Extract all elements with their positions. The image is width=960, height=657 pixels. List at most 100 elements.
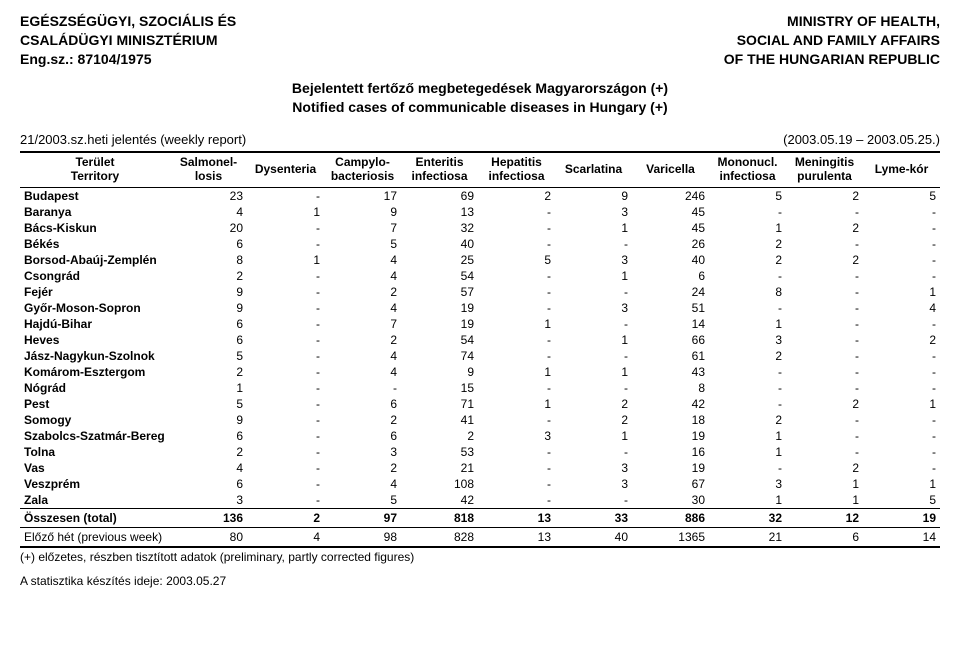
value-cell: 2: [863, 332, 940, 348]
value-cell: -: [555, 316, 632, 332]
value-cell: -: [863, 348, 940, 364]
value-cell: -: [247, 236, 324, 252]
value-cell: -: [863, 412, 940, 428]
value-cell: -: [786, 300, 863, 316]
value-cell: 71: [401, 396, 478, 412]
col-territory: TerületTerritory: [20, 152, 170, 188]
value-cell: -: [247, 364, 324, 380]
table-row: Borsod-Abaúj-Zemplén81425534022-: [20, 252, 940, 268]
value-cell: 2: [555, 412, 632, 428]
prev-cell: 4: [247, 527, 324, 547]
territory-cell: Békés: [20, 236, 170, 252]
prev-cell: 40: [555, 527, 632, 547]
value-cell: -: [478, 460, 555, 476]
prev-cell: 98: [324, 527, 401, 547]
value-cell: -: [478, 380, 555, 396]
territory-cell: Heves: [20, 332, 170, 348]
territory-cell: Budapest: [20, 187, 170, 204]
table-row: Komárom-Esztergom2-491143---: [20, 364, 940, 380]
table-row: Tolna2-353--161--: [20, 444, 940, 460]
value-cell: -: [247, 268, 324, 284]
col-disease: Dysenteria: [247, 152, 324, 188]
value-cell: 4: [324, 268, 401, 284]
col-disease: Lyme-kór: [863, 152, 940, 188]
value-cell: 4: [324, 364, 401, 380]
value-cell: 14: [632, 316, 709, 332]
report-number: 21/2003.sz.heti jelentés (weekly report): [20, 132, 246, 147]
value-cell: 8: [170, 252, 247, 268]
territory-cell: Szabolcs-Szatmár-Bereg: [20, 428, 170, 444]
value-cell: 1: [170, 380, 247, 396]
value-cell: 19: [632, 428, 709, 444]
header-left: EGÉSZSÉGÜGYI, SZOCIÁLIS ÉS CSALÁDÜGYI MI…: [20, 12, 236, 69]
title-hu: Bejelentett fertőző megbetegedések Magya…: [20, 79, 940, 99]
prev-cell: 1365: [632, 527, 709, 547]
value-cell: 5: [478, 252, 555, 268]
value-cell: 5: [863, 187, 940, 204]
value-cell: -: [863, 316, 940, 332]
table-row: Heves6-254-1663-2: [20, 332, 940, 348]
total-cell: 2: [247, 508, 324, 527]
territory-cell: Bács-Kiskun: [20, 220, 170, 236]
value-cell: 2: [786, 187, 863, 204]
value-cell: 3: [555, 460, 632, 476]
value-cell: 3: [324, 444, 401, 460]
value-cell: 1: [555, 220, 632, 236]
value-cell: -: [247, 476, 324, 492]
table-row: Vas4-221-319-2-: [20, 460, 940, 476]
total-cell: 19: [863, 508, 940, 527]
total-cell: 32: [709, 508, 786, 527]
col-disease: Mononucl.infectiosa: [709, 152, 786, 188]
value-cell: 2: [324, 460, 401, 476]
territory-cell: Hajdú-Bihar: [20, 316, 170, 332]
territory-cell: Zala: [20, 492, 170, 509]
total-cell: 97: [324, 508, 401, 527]
value-cell: 4: [324, 252, 401, 268]
table-row: Veszprém6-4108-367311: [20, 476, 940, 492]
value-cell: 3: [709, 476, 786, 492]
value-cell: 17: [324, 187, 401, 204]
value-cell: 1: [709, 316, 786, 332]
value-cell: -: [478, 236, 555, 252]
value-cell: -: [247, 300, 324, 316]
value-cell: 45: [632, 220, 709, 236]
value-cell: -: [786, 332, 863, 348]
value-cell: 7: [324, 220, 401, 236]
value-cell: 61: [632, 348, 709, 364]
value-cell: -: [709, 268, 786, 284]
value-cell: 1: [863, 476, 940, 492]
value-cell: 1: [247, 204, 324, 220]
territory-cell: Csongrád: [20, 268, 170, 284]
table-row: Bács-Kiskun20-732-14512-: [20, 220, 940, 236]
value-cell: 2: [555, 396, 632, 412]
value-cell: -: [478, 204, 555, 220]
value-cell: 20: [170, 220, 247, 236]
value-cell: -: [478, 492, 555, 509]
value-cell: -: [478, 268, 555, 284]
value-cell: 2: [324, 284, 401, 300]
header-left-line: EGÉSZSÉGÜGYI, SZOCIÁLIS ÉS: [20, 12, 236, 31]
prev-cell: 80: [170, 527, 247, 547]
value-cell: 2: [170, 444, 247, 460]
total-label: Összesen (total): [20, 508, 170, 527]
value-cell: 5: [170, 396, 247, 412]
value-cell: 8: [632, 380, 709, 396]
value-cell: 21: [401, 460, 478, 476]
value-cell: 4: [324, 300, 401, 316]
value-cell: -: [478, 412, 555, 428]
value-cell: -: [555, 236, 632, 252]
header-right-line: OF THE HUNGARIAN REPUBLIC: [724, 50, 940, 69]
header-right-line: MINISTRY OF HEALTH,: [724, 12, 940, 31]
value-cell: -: [863, 380, 940, 396]
value-cell: 9: [170, 412, 247, 428]
value-cell: 5: [709, 187, 786, 204]
territory-cell: Fejér: [20, 284, 170, 300]
value-cell: 6: [324, 428, 401, 444]
value-cell: 4: [324, 348, 401, 364]
page-header: EGÉSZSÉGÜGYI, SZOCIÁLIS ÉS CSALÁDÜGYI MI…: [20, 12, 940, 69]
value-cell: -: [555, 380, 632, 396]
value-cell: 30: [632, 492, 709, 509]
value-cell: -: [786, 204, 863, 220]
value-cell: 1: [247, 252, 324, 268]
value-cell: 1: [555, 428, 632, 444]
